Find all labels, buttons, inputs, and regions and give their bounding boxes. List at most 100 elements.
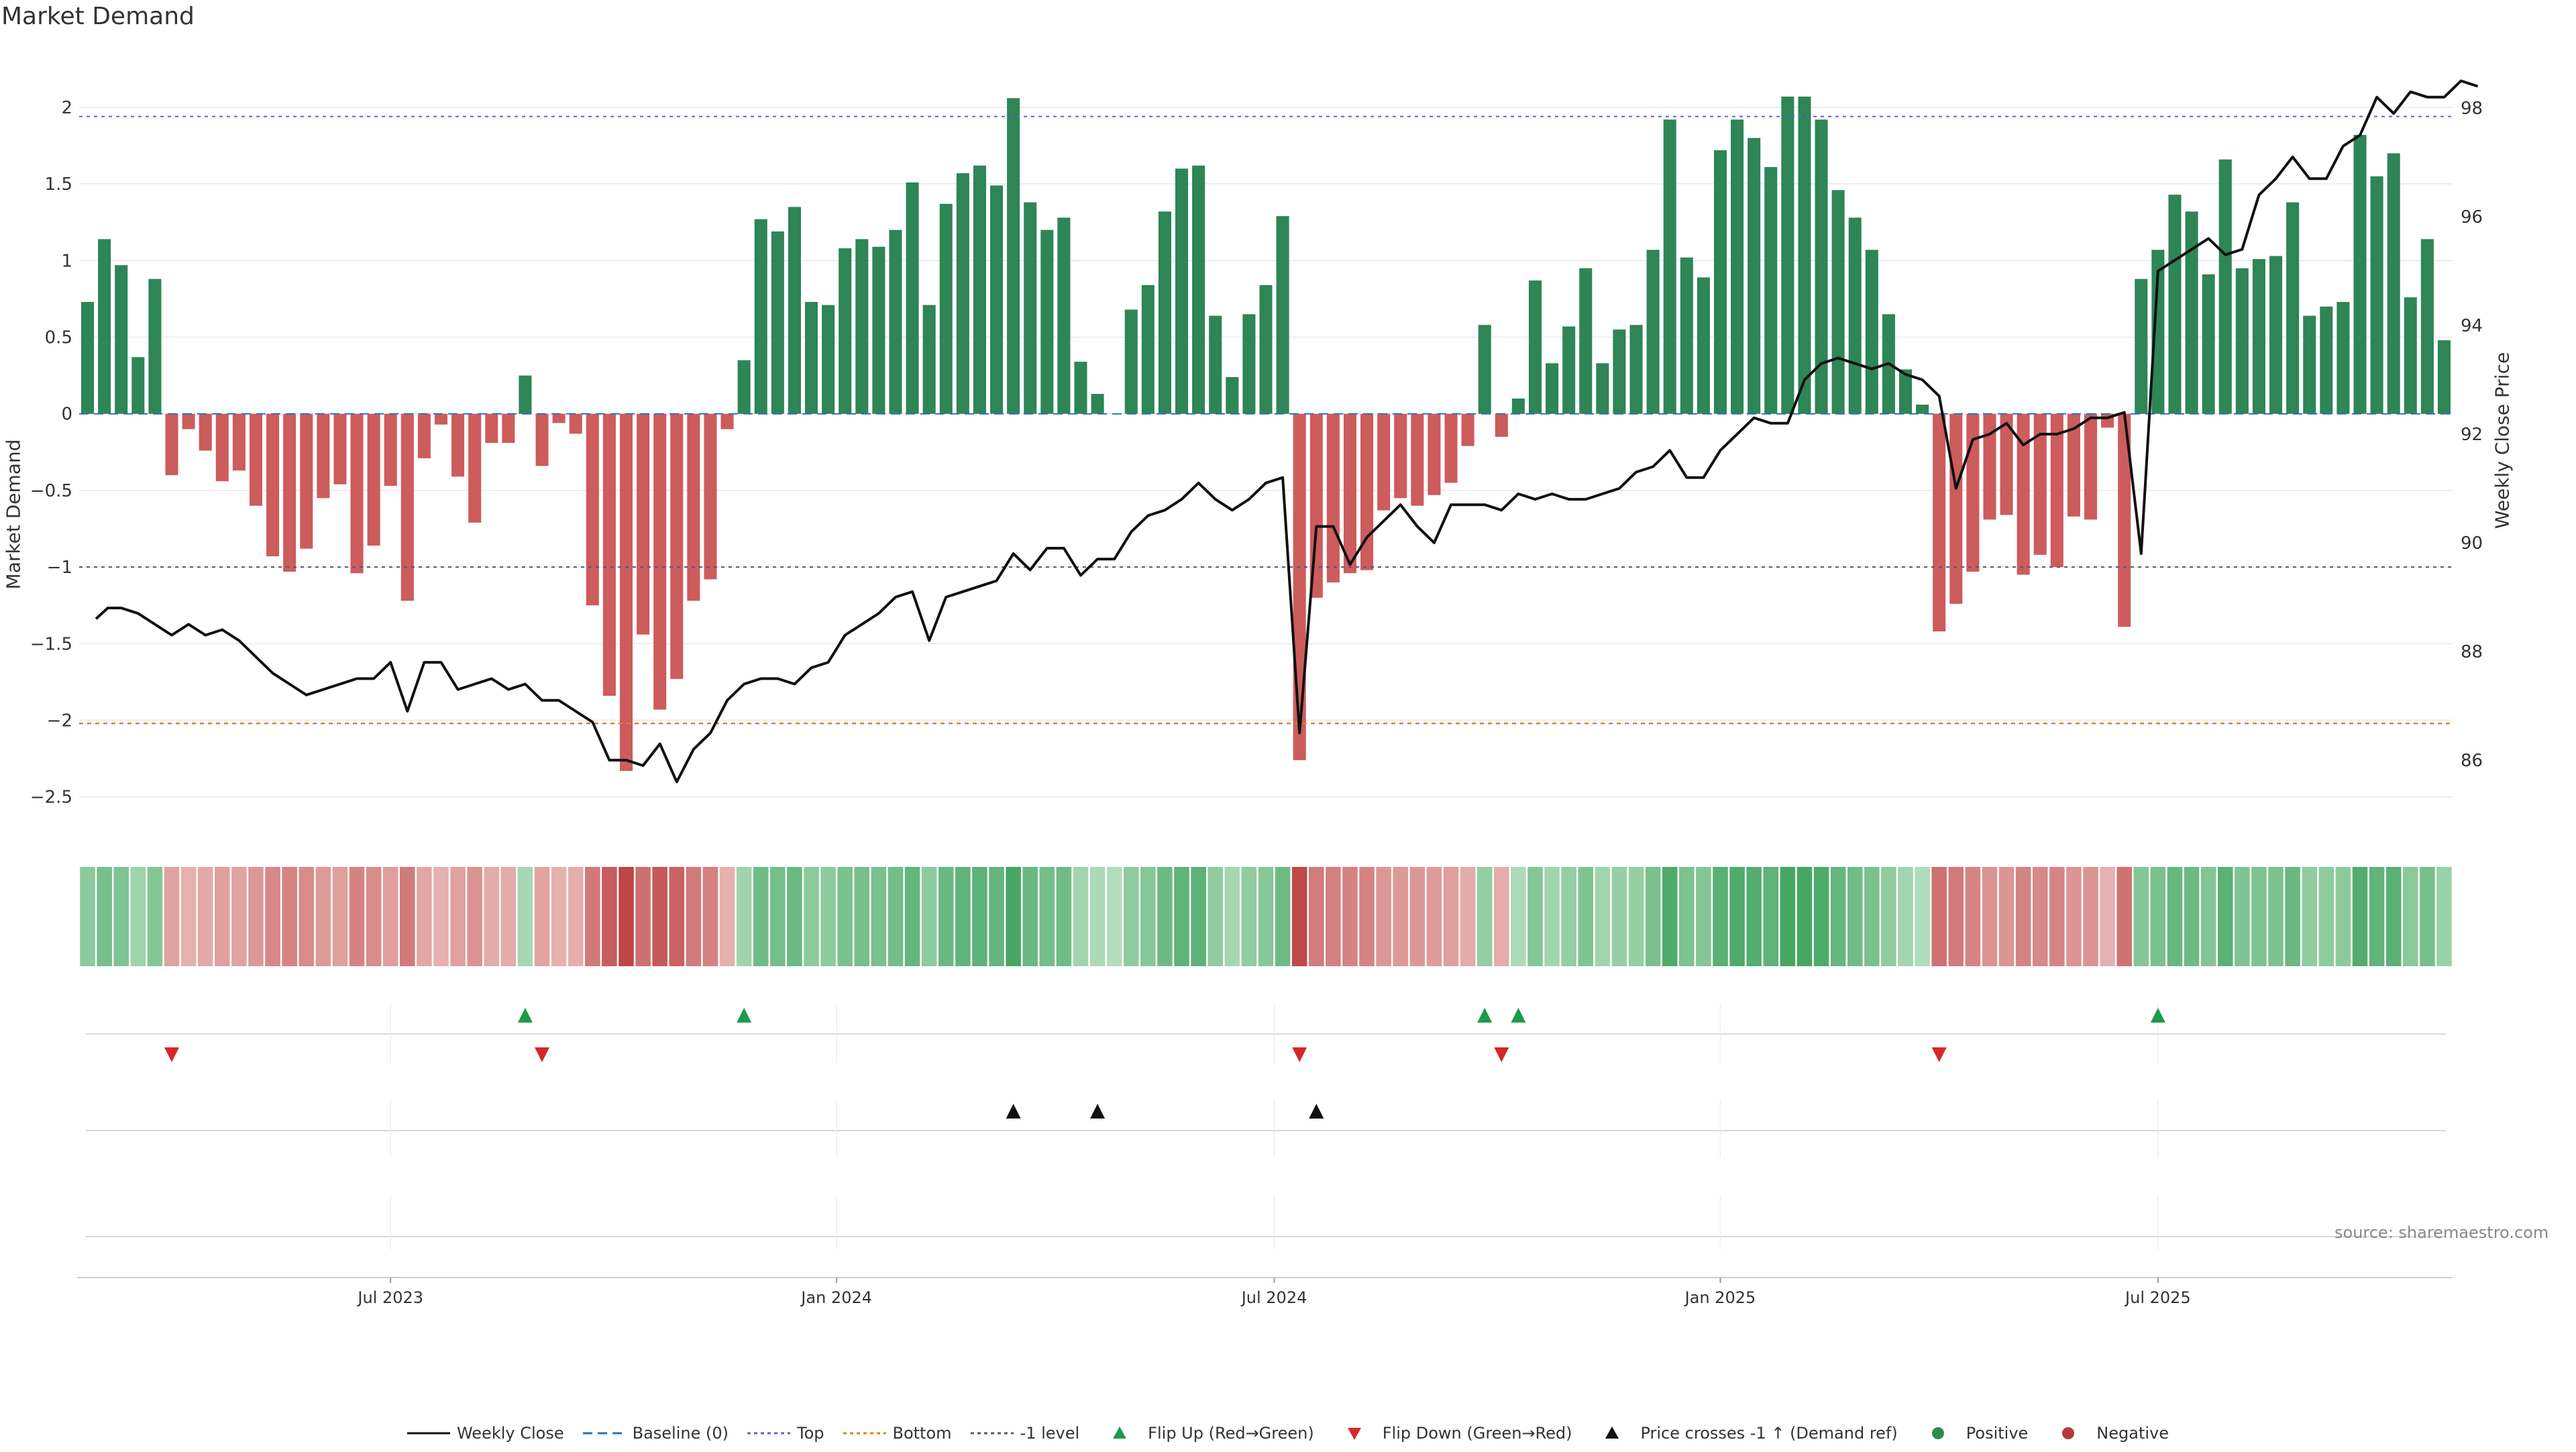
- flip-down-marker: [535, 1047, 550, 1062]
- heat-cell: [282, 867, 297, 966]
- heat-cell: [1696, 867, 1711, 966]
- heat-cell: [1915, 867, 1930, 966]
- heat-cell: [635, 867, 651, 966]
- bar-positive: [1831, 190, 1845, 414]
- y-axis-label: Market Demand: [2, 439, 25, 590]
- heat-cell: [1123, 867, 1139, 966]
- heat-cell: [1864, 867, 1880, 966]
- y-tick-label: −2.5: [30, 788, 72, 808]
- legend-label: Baseline (0): [632, 1424, 729, 1443]
- bar-positive: [1629, 325, 1643, 414]
- y2-tick-label: 92: [2461, 425, 2483, 445]
- bar-positive: [1865, 250, 1878, 414]
- bar-positive: [1478, 325, 1491, 414]
- bar-negative: [485, 413, 498, 444]
- bar-positive: [973, 165, 986, 414]
- bar-negative: [317, 413, 330, 499]
- bar-negative: [1933, 413, 1946, 632]
- heat-cell: [1039, 867, 1055, 966]
- legend-swatch-icon: [1347, 1428, 1361, 1440]
- heat-cell: [433, 867, 449, 966]
- bar-negative: [384, 413, 397, 486]
- bar-negative: [1444, 413, 1458, 483]
- heat-cell: [1527, 867, 1543, 966]
- bar-positive: [2135, 278, 2148, 414]
- legend-swatch-icon: [407, 1432, 450, 1435]
- heat-cell: [770, 867, 786, 966]
- heat-cell: [500, 867, 517, 966]
- bar-positive: [1680, 257, 1693, 414]
- legend-swatch-icon: [1931, 1427, 1944, 1439]
- heat-cell: [1073, 867, 1089, 966]
- bar-positive: [1663, 119, 1676, 414]
- bar-negative: [215, 413, 229, 482]
- flip-down-marker: [1292, 1047, 1307, 1062]
- bar-negative: [165, 413, 178, 476]
- bar-positive: [1781, 96, 1794, 414]
- bar-positive: [1057, 217, 1071, 414]
- bar-positive: [1209, 315, 1222, 414]
- heat-cell: [1713, 867, 1728, 966]
- heat-cell: [1224, 867, 1240, 966]
- heat-cell: [652, 867, 667, 966]
- heat-cell: [248, 867, 264, 966]
- heat-cell: [1089, 867, 1106, 966]
- heat-cell: [382, 867, 398, 966]
- heat-cell: [1326, 867, 1341, 966]
- legend-swatch-icon: [843, 1432, 886, 1435]
- price-cross-marker: [1309, 1104, 1324, 1119]
- x-tick-label: Jul 2024: [1240, 1288, 1307, 1307]
- heat-cell: [1662, 867, 1678, 966]
- heat-cell: [2217, 867, 2233, 966]
- legend-swatch-icon: [1605, 1427, 1619, 1439]
- bar-negative: [1966, 413, 1980, 572]
- bar-positive: [1916, 405, 1929, 414]
- bar-positive: [2185, 211, 2198, 414]
- legend-swatch-icon: [970, 1432, 1014, 1435]
- heat-cell: [1763, 867, 1779, 966]
- heat-cell: [197, 867, 213, 966]
- bar-positive: [1764, 167, 1778, 414]
- bar-negative: [400, 413, 414, 601]
- bar-positive: [1007, 98, 1020, 414]
- legend-label: Negative: [2096, 1424, 2169, 1443]
- heat-cell: [1056, 867, 1072, 966]
- heat-cell: [1258, 867, 1274, 966]
- bar-negative: [687, 413, 700, 601]
- heat-cell: [2167, 867, 2183, 966]
- heat-cell: [2385, 867, 2402, 966]
- legend-item: Price crosses -1 ↑ (Demand ref): [1591, 1424, 1898, 1443]
- bar-positive: [2218, 159, 2232, 414]
- weekly-close-line: [95, 79, 2479, 784]
- legend-label: Positive: [1966, 1424, 2029, 1443]
- heat-cell: [1359, 867, 1375, 966]
- legend-label: Top: [797, 1424, 824, 1443]
- heat-cell: [938, 867, 954, 966]
- bar-negative: [266, 413, 280, 557]
- bar-positive: [1697, 277, 1710, 414]
- bar-positive: [889, 229, 902, 414]
- bar-positive: [1528, 280, 1542, 414]
- bar-positive: [2370, 176, 2383, 414]
- bar-negative: [670, 413, 684, 679]
- heat-cell: [1965, 867, 1981, 966]
- heat-cell: [1140, 867, 1156, 966]
- bar-positive: [519, 375, 532, 414]
- x-tick-label: Jan 2025: [1684, 1288, 1756, 1307]
- heat-cell: [1679, 867, 1695, 966]
- heat-cell: [871, 867, 887, 966]
- flip-up-marker: [2150, 1008, 2165, 1023]
- bar-negative: [350, 413, 364, 574]
- y-tick-label: −1.5: [30, 634, 72, 654]
- heat-cell: [551, 867, 567, 966]
- bar-negative: [1949, 413, 1963, 604]
- bar-positive: [1898, 369, 1913, 414]
- heat-cell: [1241, 867, 1257, 966]
- bar-positive: [2235, 268, 2249, 414]
- legend-item: -1 level: [970, 1424, 1079, 1443]
- legend-label: Flip Down (Green→Red): [1382, 1424, 1572, 1443]
- heat-cell: [2066, 867, 2082, 966]
- bar-negative: [1495, 413, 1508, 437]
- bar-positive: [98, 239, 111, 414]
